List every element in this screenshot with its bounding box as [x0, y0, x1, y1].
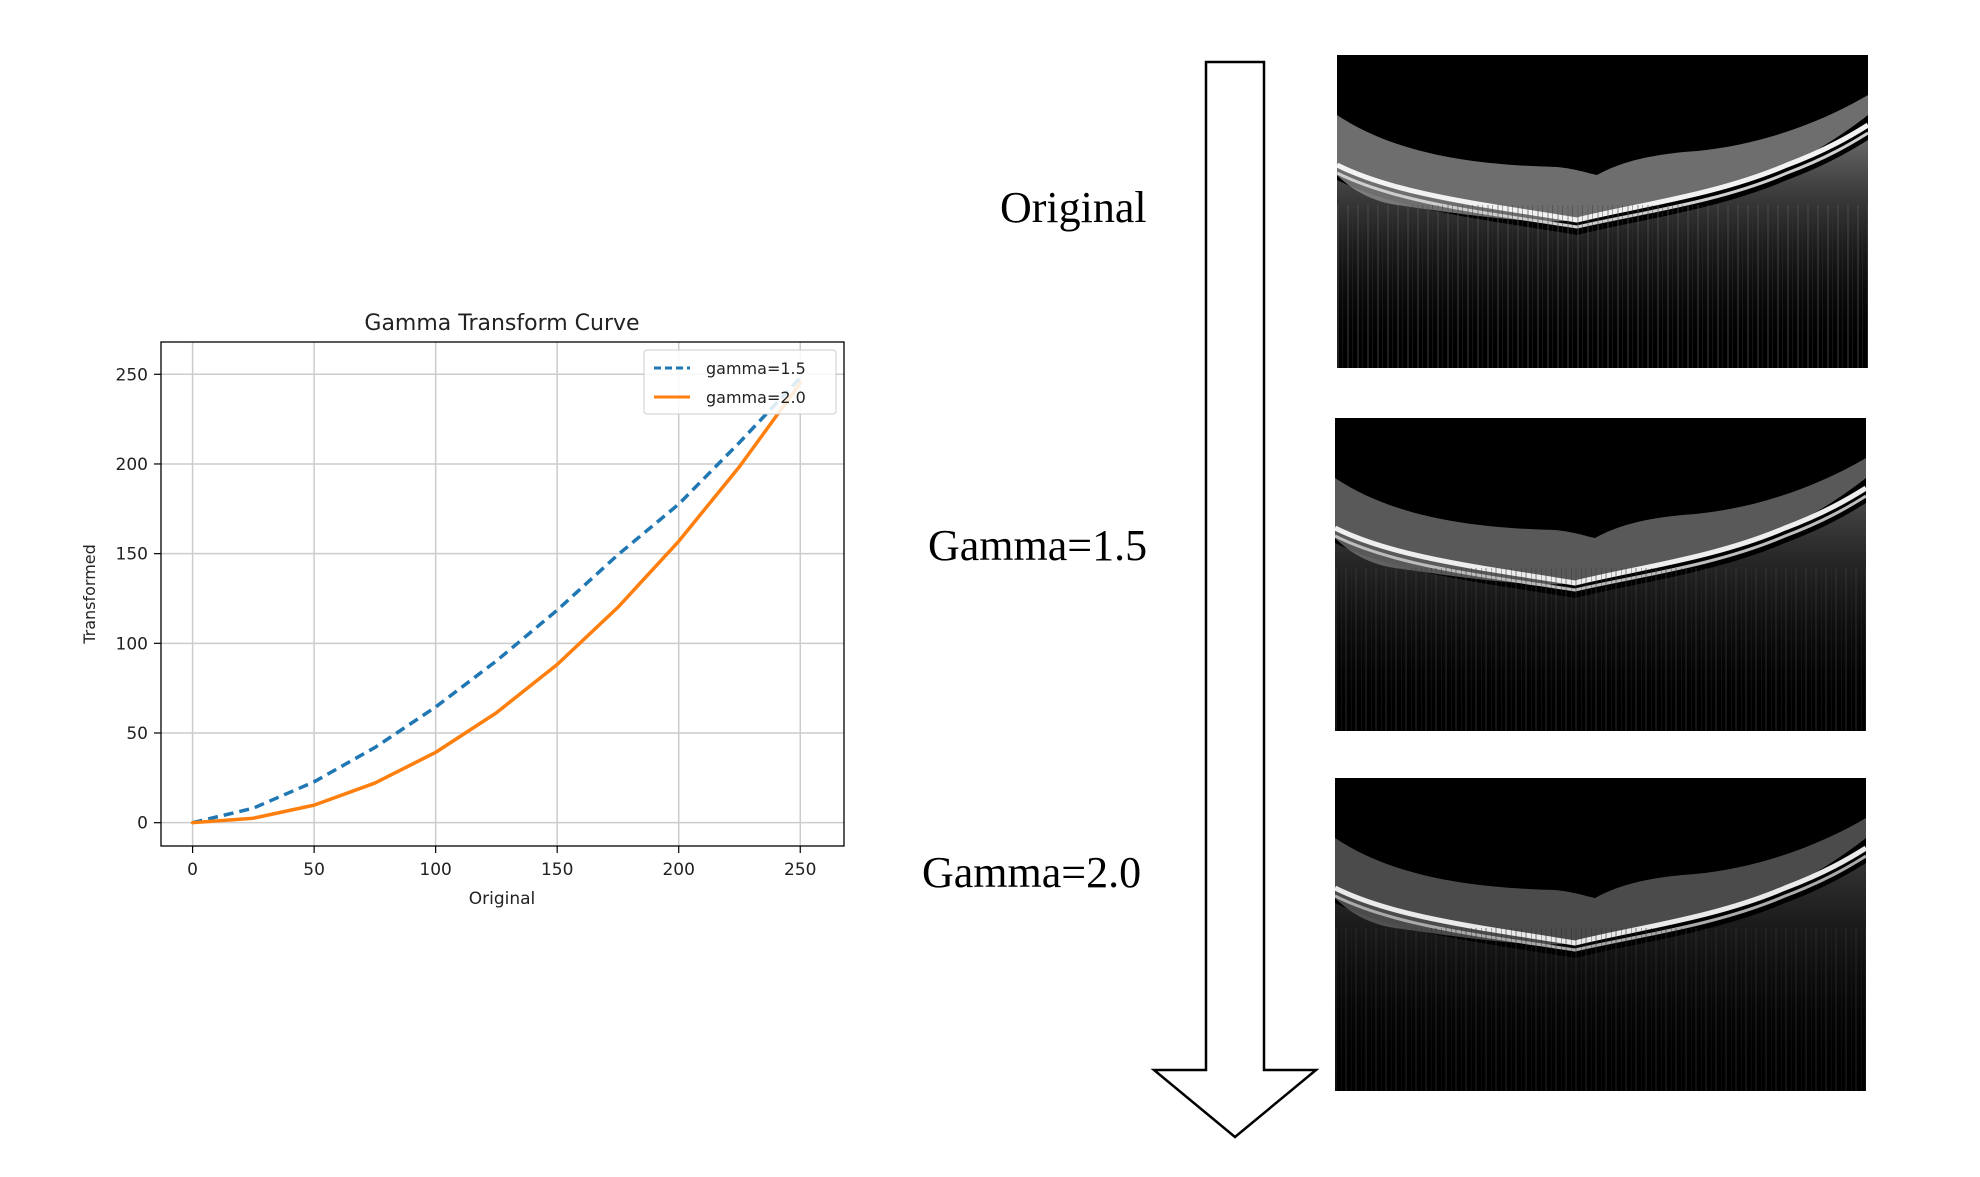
chart-title: Gamma Transform Curve: [364, 311, 639, 336]
x-tick-label-4: 200: [662, 860, 694, 880]
tick-layer: 0 50 100 150 200 250 0 50 100 150 200 250: [116, 365, 817, 880]
x-tick-label-5: 250: [784, 860, 816, 880]
x-tick-label-2: 100: [419, 860, 451, 880]
y-tick-label-3: 150: [116, 545, 148, 565]
x-tick-label-3: 150: [541, 860, 573, 880]
chart-background: [0, 0, 860, 960]
legend-label-gamma15: gamma=1.5: [706, 359, 806, 378]
label-original: Original: [1000, 183, 1147, 232]
gamma-chart: 0 50 100 150 200 250 0 50 100 150 200 250 Gamma Tra…: [0, 0, 860, 960]
plot-frame: [160, 341, 845, 847]
y-tick-label-0: 0: [137, 814, 148, 834]
legend-label-gamma20: gamma=2.0: [706, 388, 806, 407]
series-line-gamma-2-0: [190, 381, 802, 825]
y-tick-label-4: 200: [116, 455, 148, 475]
label-gamma-2-0: Gamma=2.0: [922, 848, 1142, 897]
oct-image-original: [1337, 55, 1868, 368]
oct-image-gamma-2-0: [1335, 778, 1866, 1091]
grid-layer: [161, 342, 844, 846]
legend-box: [643, 349, 837, 415]
oct-image-gamma-1-5: [1335, 418, 1866, 731]
y-tick-label-2: 100: [116, 634, 148, 654]
series-line-gamma-1-5: [192, 376, 802, 825]
y-tick-label-1: 50: [126, 724, 148, 744]
x-axis-label: Original: [469, 889, 536, 909]
series-layer: [190, 376, 802, 825]
label-gamma-1-5: Gamma=1.5: [928, 521, 1148, 570]
x-tick-label-0: 0: [187, 860, 198, 880]
x-tick-label-1: 50: [303, 860, 325, 880]
y-tick-label-5: 250: [116, 365, 148, 385]
legend: gamma=1.5 gamma=2.0: [643, 349, 837, 415]
down-arrow-icon: [1150, 60, 1320, 1139]
y-axis-label: Transformed: [80, 544, 99, 645]
